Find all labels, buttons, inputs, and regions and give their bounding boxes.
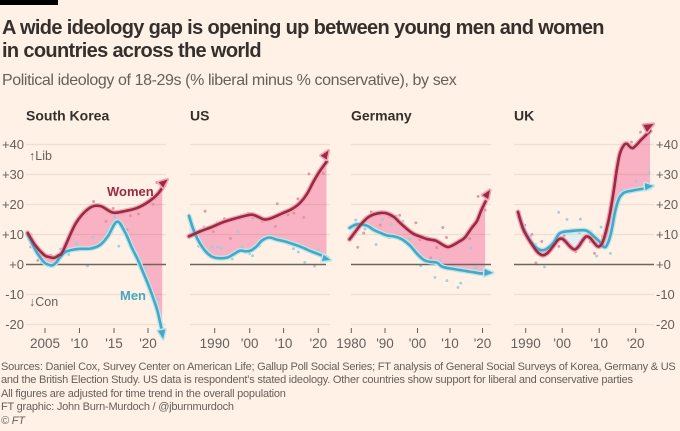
- svg-text:'10: '10: [590, 336, 608, 351]
- svg-text:South Korea: South Korea: [26, 108, 109, 124]
- svg-text:Men: Men: [120, 288, 146, 303]
- svg-text:↑Lib: ↑Lib: [29, 149, 52, 163]
- svg-text:'20: '20: [474, 336, 492, 351]
- svg-text:+20: +20: [2, 197, 24, 212]
- svg-text:2005: 2005: [30, 336, 60, 351]
- svg-text:-10: -10: [5, 287, 24, 302]
- svg-text:'90: '90: [376, 336, 394, 351]
- svg-text:US: US: [190, 108, 209, 124]
- svg-text:'10: '10: [71, 336, 89, 351]
- svg-text:'20: '20: [310, 336, 328, 351]
- svg-text:'20: '20: [139, 336, 157, 351]
- svg-text:+20: +20: [656, 197, 678, 212]
- svg-text:+0: +0: [9, 257, 24, 272]
- svg-text:1980: 1980: [336, 336, 366, 351]
- svg-text:1990: 1990: [200, 336, 230, 351]
- svg-text:+10: +10: [656, 227, 678, 242]
- svg-text:'00: '00: [553, 336, 571, 351]
- svg-text:'15: '15: [105, 336, 123, 351]
- svg-text:'00: '00: [409, 336, 427, 351]
- svg-text:UK: UK: [514, 108, 534, 124]
- svg-text:-20: -20: [656, 317, 675, 332]
- svg-text:'10: '10: [441, 336, 459, 351]
- svg-text:Germany: Germany: [351, 108, 412, 124]
- svg-text:1990: 1990: [511, 336, 541, 351]
- svg-text:+10: +10: [2, 227, 24, 242]
- svg-text:↓Con: ↓Con: [29, 295, 58, 309]
- svg-text:+0: +0: [656, 257, 671, 272]
- svg-text:+40: +40: [656, 137, 678, 152]
- svg-text:-10: -10: [656, 287, 675, 302]
- svg-text:'20: '20: [627, 336, 645, 351]
- svg-text:-20: -20: [5, 317, 24, 332]
- svg-text:Women: Women: [107, 184, 154, 199]
- svg-text:'10: '10: [275, 336, 293, 351]
- svg-text:'00: '00: [241, 336, 259, 351]
- svg-text:+30: +30: [2, 167, 24, 182]
- svg-text:+40: +40: [2, 137, 24, 152]
- svg-text:+30: +30: [656, 167, 678, 182]
